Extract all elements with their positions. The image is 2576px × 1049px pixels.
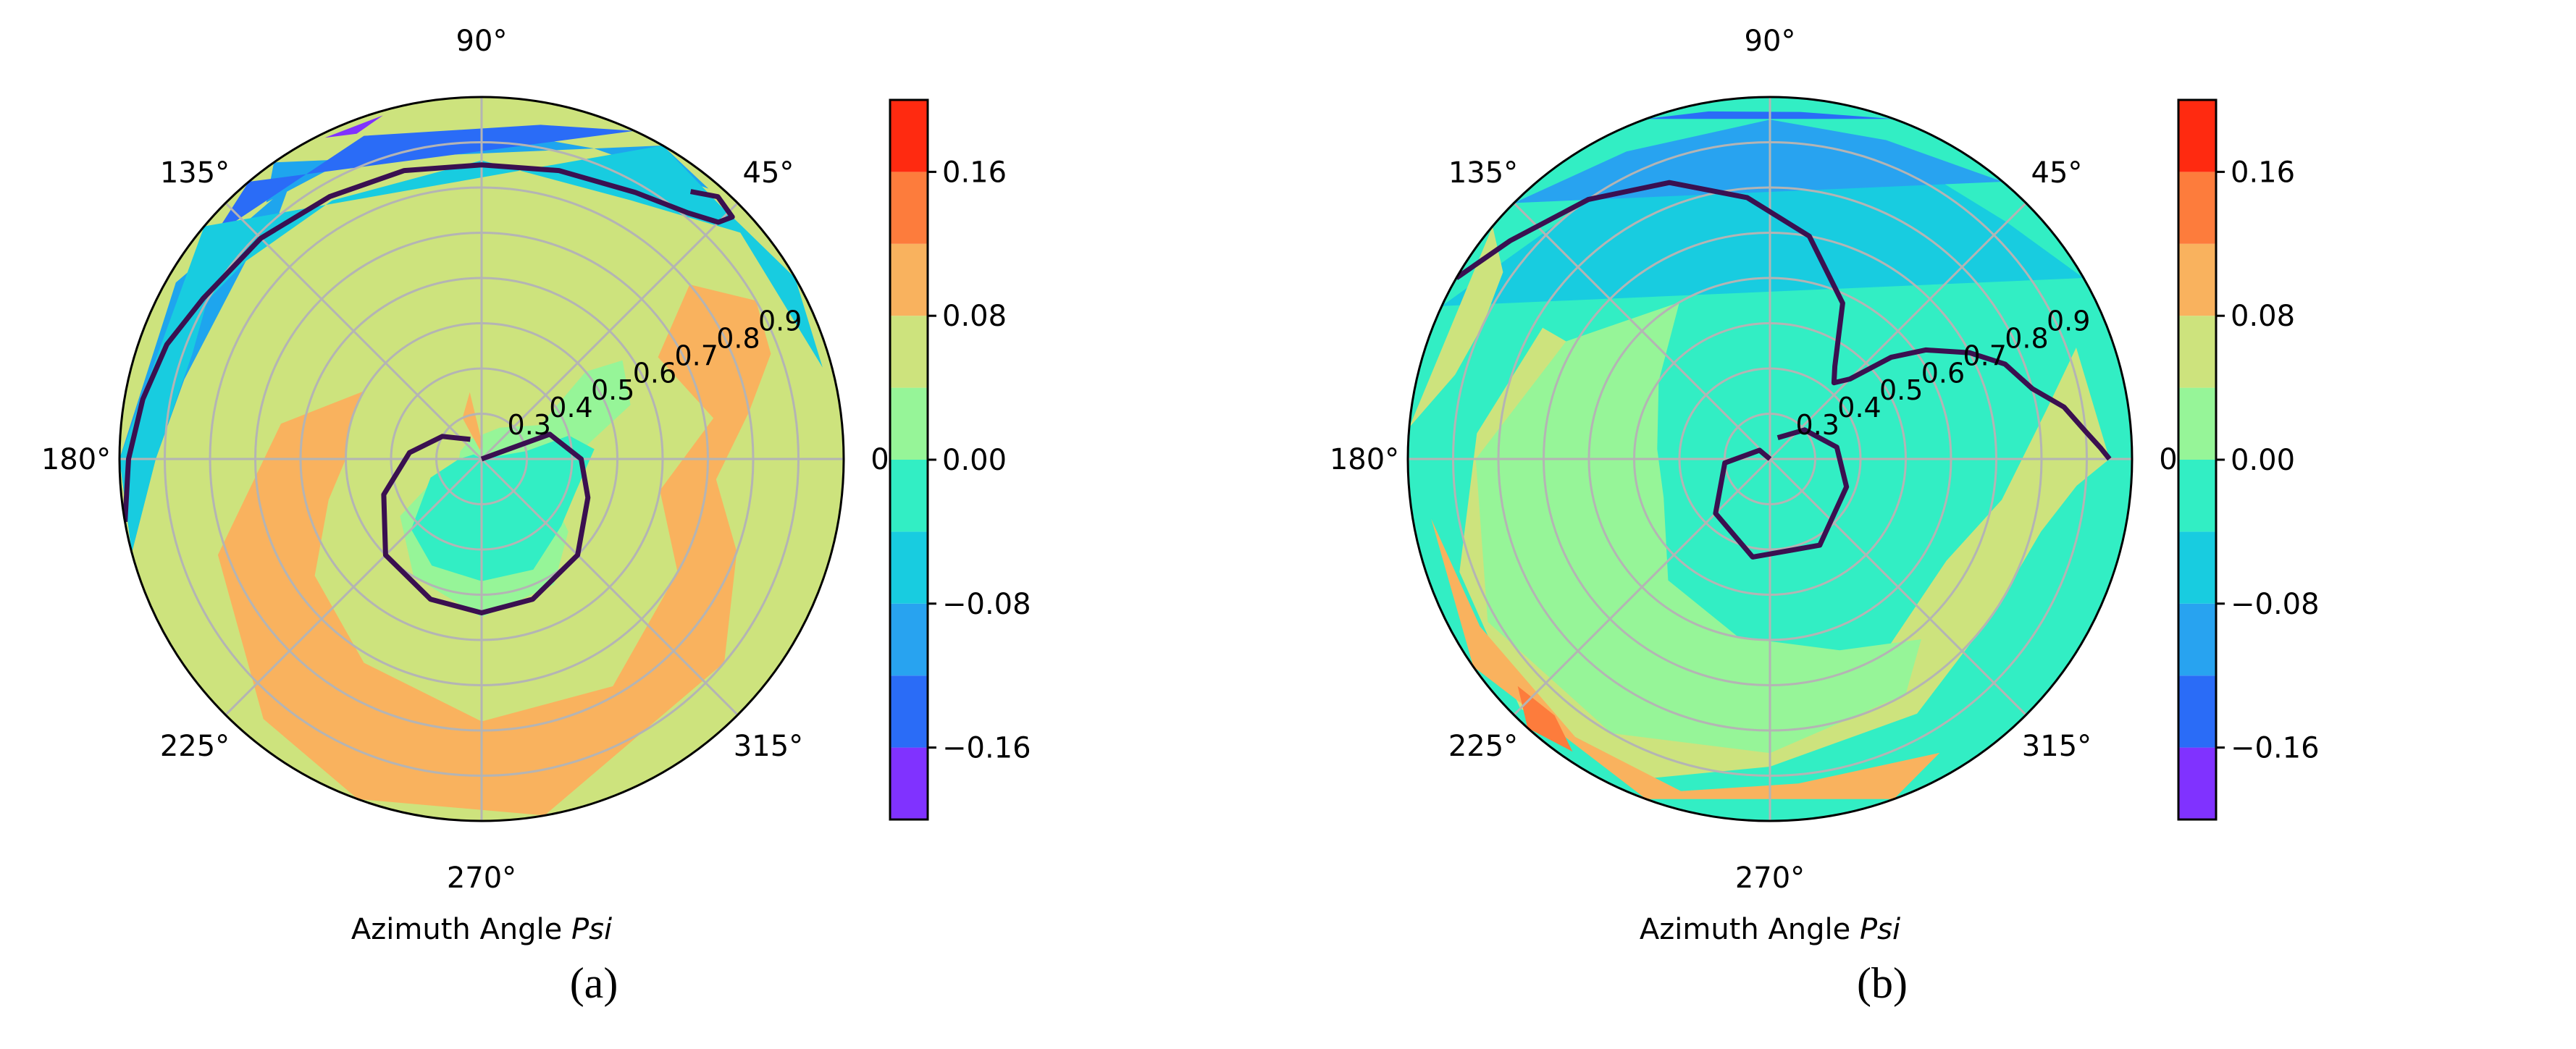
radial-tick-label: 0.4	[1837, 392, 1881, 424]
contour-region-9	[462, 392, 482, 450]
angular-gridline-3	[225, 202, 483, 460]
angle-tick-label: 180°	[1330, 443, 1399, 476]
colorbar-tick-label: −0.16	[942, 732, 1031, 765]
contour-region-8	[1409, 226, 1503, 428]
colorbar-band	[2178, 243, 2216, 316]
angular-gridline-1	[1769, 202, 2027, 460]
radial-tick-label: 0.4	[549, 392, 592, 424]
x-axis-label-italic: Psi	[1860, 913, 1900, 946]
x-axis-label-text: Azimuth Angle	[351, 913, 571, 946]
contour-line-0	[1455, 180, 2112, 461]
panel-b: 0.3 0.4 0.5 0.6 0.7 0.8 0.9 0° 45° 90° 135° 180° 225…	[1288, 0, 2576, 1049]
colorbar-band	[2178, 747, 2216, 820]
colorbar-band	[890, 387, 928, 460]
contour-line-1	[381, 431, 591, 615]
colorbar-band	[890, 531, 928, 604]
contour-region-4	[119, 146, 749, 553]
colorbar-band	[890, 603, 928, 676]
contour-region-8	[411, 435, 595, 581]
contour-region-6	[1517, 686, 1573, 752]
colorbar-band	[890, 100, 928, 172]
radial-tick-label: 0.3	[508, 409, 551, 441]
angle-tick-label: 315°	[2022, 730, 2092, 763]
angle-tick-label: 225°	[1448, 730, 1518, 763]
contour-region-3	[324, 115, 383, 138]
colorbar-tick-label: 0.00	[942, 444, 1007, 477]
angular-gridline-7	[480, 458, 739, 716]
colorbar-band	[2178, 387, 2216, 460]
polar-grid	[1408, 97, 2132, 821]
angular-gridline-5	[1513, 458, 1771, 716]
polar-chart-b: 0.30.40.50.60.70.80.90°45°90°135°180°225…	[1330, 25, 2320, 1007]
radial-tick-label: 0.5	[1879, 374, 1923, 406]
radial-tick-label: 0.8	[2005, 322, 2048, 354]
colorbar-band	[890, 172, 928, 244]
panel-caption: (a)	[570, 959, 618, 1007]
angular-gridline-1	[480, 202, 739, 460]
x-axis-label: Azimuth Angle Psi	[1640, 913, 1900, 946]
angle-tick-label: 315°	[734, 730, 803, 763]
colorbar-tick-label: −0.08	[2231, 588, 2320, 621]
angle-tick-label: 45°	[2031, 156, 2083, 190]
colorbar-band	[890, 316, 928, 388]
angle-tick-label: 225°	[160, 730, 230, 763]
angular-gridline-5	[225, 458, 483, 716]
colorbar-band	[890, 675, 928, 748]
radial-tick-label: 0.7	[1963, 340, 2006, 371]
angle-tick-label: 270°	[1735, 861, 1805, 895]
colorbar-band	[2178, 675, 2216, 748]
colorbar-band	[2178, 460, 2216, 532]
colorbar-tick-label: −0.16	[2231, 732, 2320, 765]
radial-tick-label: 0.5	[591, 374, 634, 406]
contour-line-1	[1713, 427, 1850, 560]
contour-region-1	[1514, 119, 2003, 203]
x-axis-label: Azimuth Angle Psi	[351, 913, 612, 946]
colorbar-band	[2178, 531, 2216, 604]
radial-tick-label: 0.6	[1921, 357, 1965, 389]
panel-caption: (b)	[1857, 959, 1908, 1007]
radial-tick-label: 0.9	[758, 306, 802, 337]
x-axis-label-text: Azimuth Angle	[1640, 913, 1860, 946]
x-axis-label-italic: Psi	[571, 913, 612, 946]
polar-grid	[119, 97, 844, 821]
angular-gridline-7	[1769, 458, 2027, 716]
colorbar-tick-label: −0.08	[942, 588, 1031, 621]
contour-line-0	[122, 162, 735, 522]
colorbar-band	[890, 460, 928, 532]
angle-tick-label: 90°	[1745, 25, 1796, 58]
colorbar-band	[2178, 603, 2216, 676]
angle-tick-label: 90°	[456, 25, 508, 58]
colorbar: 0.16 0.08 0.00 −0.08 −0.16	[2177, 98, 2320, 821]
colorbar-band	[890, 243, 928, 316]
panel-a: 0.3 0.4 0.5 0.6 0.7 0.8 0.9 0° 45° 90° 135° 180° 225…	[41, 25, 1031, 1007]
colorbar-band	[890, 747, 928, 820]
radial-tick-label: 0.7	[674, 340, 718, 371]
radial-tick-label: 0.9	[2047, 306, 2090, 337]
polar-chart-a: 0.30.40.50.60.70.80.90°45°90°135°180°225…	[41, 25, 1031, 1007]
colorbar-band	[2178, 316, 2216, 388]
polar-frame	[1406, 96, 2134, 822]
angle-tick-label: 135°	[160, 156, 230, 190]
polar-frame	[118, 96, 845, 822]
colorbar-band	[2178, 172, 2216, 244]
colorbar-tick-label: 0.08	[942, 300, 1007, 333]
radial-tick-label: 0.8	[716, 322, 760, 354]
colorbar-tick-label: 0.08	[2231, 300, 2295, 333]
colorbar-tick-label: 0.16	[942, 156, 1007, 189]
angle-tick-label: 180°	[41, 443, 111, 476]
colorbar: 0.16 0.08 0.00 −0.08 −0.16	[889, 98, 1031, 821]
colorbar-band	[2178, 100, 2216, 172]
contour-region-6	[217, 285, 771, 816]
angle-tick-label: 270°	[447, 861, 516, 895]
angular-gridline-3	[1513, 202, 1771, 460]
angle-tick-label: 45°	[743, 156, 794, 190]
colorbar-tick-label: 0.00	[2231, 444, 2295, 477]
radial-tick-label: 0.6	[633, 357, 676, 389]
radial-tick-label: 0.3	[1796, 409, 1839, 441]
colorbar-tick-label: 0.16	[2231, 156, 2295, 189]
angle-tick-label: 135°	[1448, 156, 1518, 190]
